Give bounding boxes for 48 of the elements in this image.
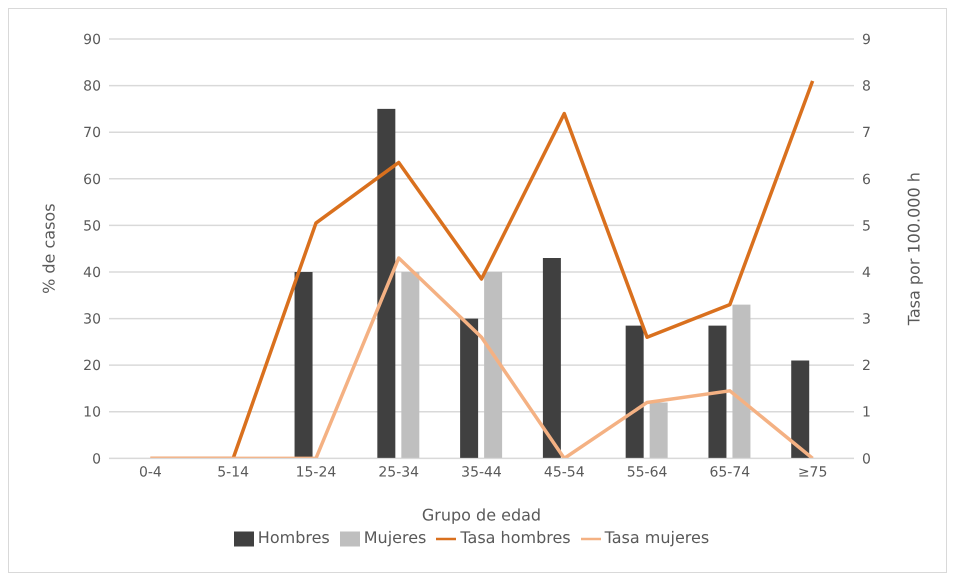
y-tick-label: 30 <box>83 312 101 328</box>
y2-tick-label: 7 <box>862 125 871 142</box>
bar <box>650 402 668 458</box>
y-tick-label: 70 <box>83 125 101 142</box>
y2-tick-label: 3 <box>862 312 871 328</box>
y-axis-title: % de casos <box>40 203 59 294</box>
x-tick-label: 65-74 <box>709 464 750 480</box>
x-tick-label: 45-54 <box>544 464 585 480</box>
bar <box>542 258 561 458</box>
bar <box>626 326 644 458</box>
legend-label: Mujeres <box>364 528 426 548</box>
bar <box>708 326 726 458</box>
legend-label: Tasa mujeres <box>604 528 710 548</box>
y2-axis-title: Tasa por 100.000 h <box>904 172 924 326</box>
x-tick-label: 5-14 <box>217 464 250 480</box>
y-tick-label: 50 <box>83 218 101 234</box>
y2-tick-label: 9 <box>862 32 871 48</box>
y2-tick-label: 0 <box>862 451 871 468</box>
y-tick-label: 40 <box>83 264 101 281</box>
y2-tick-label: 8 <box>862 78 871 95</box>
y2-tick-label: 1 <box>862 404 871 421</box>
legend-label: Hombres <box>258 528 330 548</box>
x-tick-label: 15-24 <box>296 464 336 480</box>
y-tick-label: 10 <box>83 404 101 421</box>
x-tick-label: 55-64 <box>626 464 668 480</box>
bar <box>460 318 478 458</box>
bar <box>377 108 396 458</box>
bar <box>294 272 313 458</box>
x-tick-label: ≥75 <box>798 464 828 480</box>
y2-tick-label: 4 <box>862 264 871 281</box>
legend-label: Tasa hombres <box>460 528 571 548</box>
y2-tick-label: 2 <box>862 358 871 374</box>
y-tick-label: 80 <box>83 78 101 95</box>
y2-tick-label: 6 <box>862 172 871 188</box>
bar <box>791 360 810 458</box>
line-series <box>148 256 814 458</box>
bar <box>401 272 420 458</box>
x-tick-label: 35-44 <box>461 464 502 480</box>
x-axis-title: Grupo de edad <box>422 505 542 524</box>
x-tick-label: 0-4 <box>138 464 162 480</box>
y-tick-label: 90 <box>83 32 101 48</box>
bar <box>484 272 502 458</box>
y2-tick-label: 5 <box>862 218 871 234</box>
x-tick-label: 25-34 <box>378 464 420 480</box>
y-tick-label: 20 <box>83 358 101 374</box>
y-tick-label: 60 <box>83 172 101 188</box>
bar <box>732 304 750 458</box>
y-tick-label: 0 <box>92 451 101 468</box>
